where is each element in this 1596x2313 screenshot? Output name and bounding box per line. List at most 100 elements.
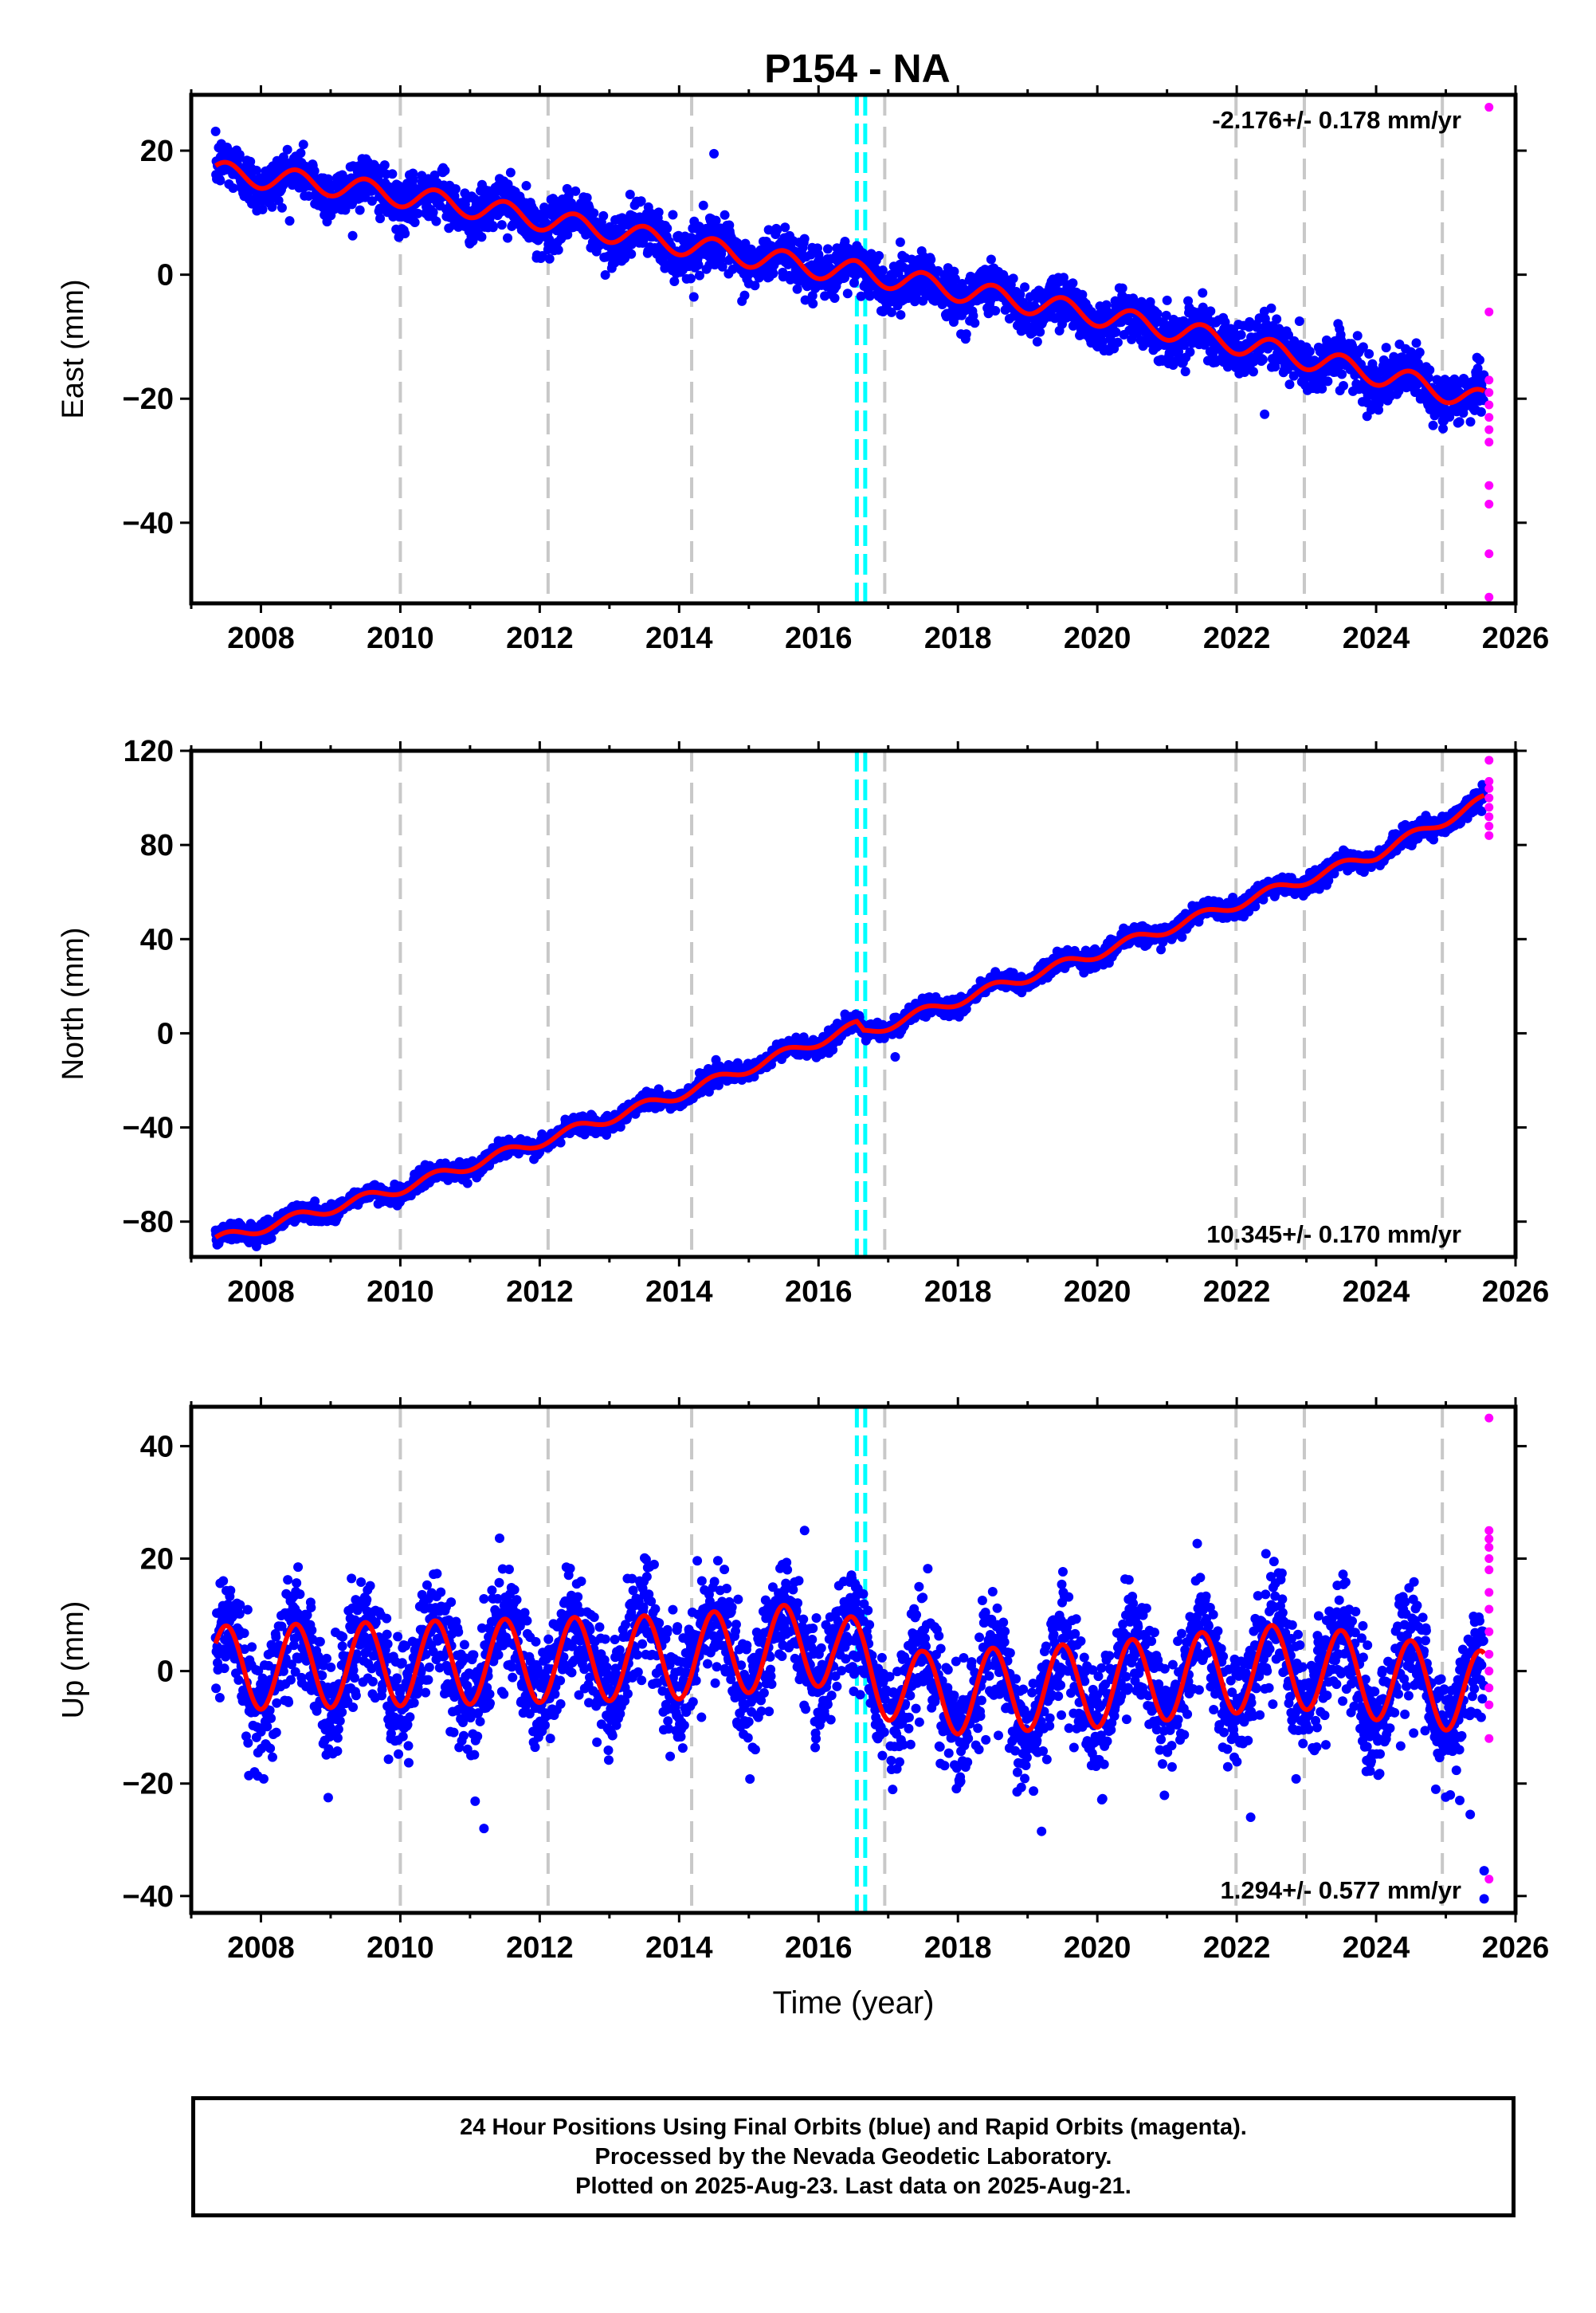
data-point <box>410 217 420 227</box>
data-point <box>780 222 790 233</box>
data-point <box>1015 289 1025 300</box>
data-point <box>626 249 637 259</box>
rapid-orbit-point <box>1484 387 1494 397</box>
data-point <box>772 225 782 235</box>
data-point <box>408 175 418 185</box>
data-point <box>1257 355 1268 365</box>
rapid-orbit-point <box>1484 375 1494 385</box>
data-point <box>1117 283 1127 293</box>
y-tick-label: −20 <box>123 383 174 416</box>
data-point <box>653 207 664 218</box>
data-point <box>284 216 295 226</box>
data-point <box>555 1137 566 1148</box>
data-point <box>400 229 410 239</box>
data-point <box>267 202 277 212</box>
data-point <box>1358 342 1368 352</box>
x-tick-label: 2020 <box>1064 622 1131 655</box>
data-point <box>615 1121 625 1132</box>
data-point <box>763 225 774 235</box>
data-point <box>367 196 377 206</box>
data-point <box>877 265 888 276</box>
data-point <box>856 291 866 301</box>
data-point <box>488 222 498 233</box>
chart-title: P154 - NA <box>764 46 950 91</box>
data-point <box>926 254 936 265</box>
data-point <box>1411 338 1421 348</box>
data-point <box>625 189 635 199</box>
data-point <box>1317 383 1327 394</box>
data-point <box>598 210 609 221</box>
data-point <box>1336 335 1347 345</box>
data-point <box>1068 278 1078 289</box>
data-point <box>450 184 461 194</box>
data-point <box>234 150 245 160</box>
x-tick-label: 2008 <box>227 622 295 655</box>
data-point <box>1020 282 1030 293</box>
data-point <box>505 167 516 178</box>
data-point <box>1394 386 1404 396</box>
data-point <box>282 144 292 155</box>
final-orbit-points <box>210 126 1489 434</box>
data-point <box>1161 310 1171 320</box>
x-tick-label: 2010 <box>367 622 434 655</box>
data-point <box>1352 331 1363 341</box>
x-tick-label: 2014 <box>645 622 713 655</box>
data-point <box>1381 343 1391 353</box>
data-point <box>462 1178 473 1188</box>
data-point <box>562 183 572 194</box>
data-point <box>1248 367 1258 377</box>
data-point <box>228 183 238 194</box>
data-point <box>839 273 849 283</box>
data-point <box>1220 317 1230 328</box>
plot-frame <box>189 92 1518 606</box>
data-point <box>685 273 696 284</box>
y-tick-label: 20 <box>140 135 174 168</box>
data-point <box>1414 348 1425 358</box>
data-point <box>355 205 365 215</box>
data-point <box>1112 337 1123 348</box>
data-point <box>799 234 810 244</box>
data-point <box>1423 372 1433 383</box>
data-point <box>1472 363 1483 374</box>
rapid-orbit-point <box>1484 592 1494 602</box>
rapid-orbit-point <box>1484 103 1494 112</box>
data-point <box>1032 336 1042 347</box>
data-point <box>1162 295 1172 305</box>
data-point <box>273 195 284 206</box>
data-point <box>1476 406 1486 417</box>
data-point <box>961 329 971 340</box>
data-point <box>298 139 308 150</box>
data-point <box>937 300 947 310</box>
data-point <box>750 281 760 291</box>
data-point <box>720 210 730 220</box>
data-point <box>693 260 704 270</box>
rapid-orbit-point <box>1484 438 1494 447</box>
data-point <box>387 169 398 179</box>
data-point <box>1198 302 1208 312</box>
data-point <box>440 165 450 175</box>
data-point <box>1111 327 1121 337</box>
data-point <box>865 291 875 301</box>
data-point <box>1236 330 1246 340</box>
data-point <box>1474 355 1484 365</box>
data-point <box>600 270 610 281</box>
data-point <box>251 165 261 175</box>
data-point <box>1304 346 1315 356</box>
data-point <box>739 290 750 300</box>
data-point <box>347 230 358 241</box>
data-point <box>257 204 268 214</box>
data-point <box>1270 362 1280 372</box>
data-point <box>276 202 287 213</box>
data-point <box>968 311 978 321</box>
x-tick-label: 2022 <box>1203 622 1271 655</box>
data-point <box>874 250 884 261</box>
data-point <box>970 318 980 328</box>
data-point <box>886 307 896 317</box>
data-point <box>849 277 859 288</box>
data-point <box>800 295 810 305</box>
data-point <box>1097 337 1108 348</box>
data-point <box>1058 273 1069 283</box>
data-point <box>842 289 853 299</box>
data-point <box>428 207 438 218</box>
data-point <box>1323 376 1333 387</box>
